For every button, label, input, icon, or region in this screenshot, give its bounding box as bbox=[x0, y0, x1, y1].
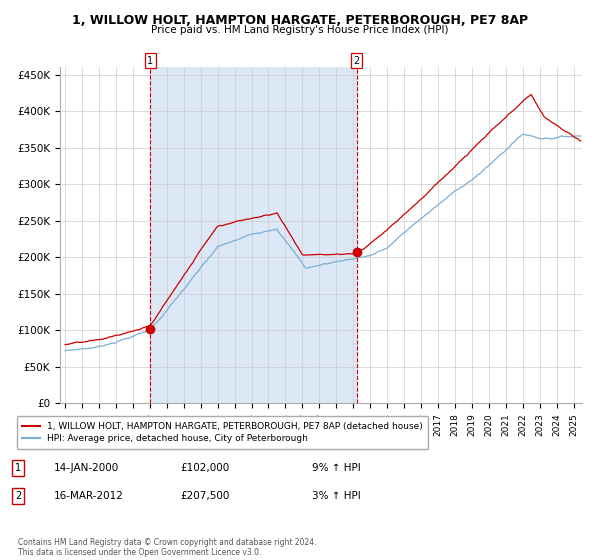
Text: 14-JAN-2000: 14-JAN-2000 bbox=[54, 463, 119, 473]
Text: 3% ↑ HPI: 3% ↑ HPI bbox=[312, 491, 361, 501]
Text: 1, WILLOW HOLT, HAMPTON HARGATE, PETERBOROUGH, PE7 8AP: 1, WILLOW HOLT, HAMPTON HARGATE, PETERBO… bbox=[72, 14, 528, 27]
Text: Price paid vs. HM Land Registry's House Price Index (HPI): Price paid vs. HM Land Registry's House … bbox=[151, 25, 449, 35]
Bar bbox=[151, 67, 357, 403]
Text: 16-MAR-2012: 16-MAR-2012 bbox=[54, 491, 124, 501]
Text: 2: 2 bbox=[15, 491, 21, 501]
Text: Contains HM Land Registry data © Crown copyright and database right 2024.
This d: Contains HM Land Registry data © Crown c… bbox=[18, 538, 317, 557]
Text: £207,500: £207,500 bbox=[180, 491, 229, 501]
Text: 1: 1 bbox=[15, 463, 21, 473]
Text: 1: 1 bbox=[148, 55, 154, 66]
Text: £102,000: £102,000 bbox=[180, 463, 229, 473]
Text: 2: 2 bbox=[353, 55, 360, 66]
Text: 9% ↑ HPI: 9% ↑ HPI bbox=[312, 463, 361, 473]
Legend: 1, WILLOW HOLT, HAMPTON HARGATE, PETERBOROUGH, PE7 8AP (detached house), HPI: Av: 1, WILLOW HOLT, HAMPTON HARGATE, PETERBO… bbox=[17, 417, 428, 449]
